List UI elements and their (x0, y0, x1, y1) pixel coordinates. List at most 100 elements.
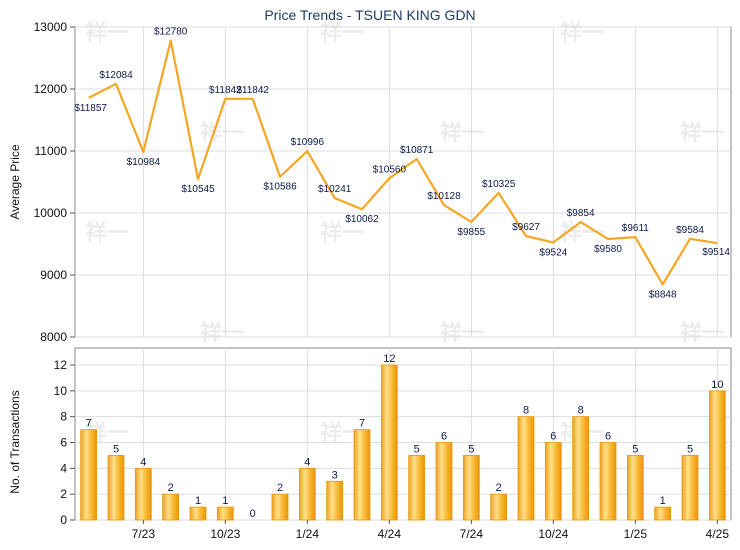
transactions-data-label: 1 (222, 495, 228, 507)
price-y-tick-label: 12000 (34, 82, 68, 96)
transactions-data-label: 6 (605, 431, 611, 443)
price-y-tick-label: 11000 (35, 144, 68, 158)
transactions-data-label: 6 (441, 431, 447, 443)
price-data-label: $11842 (209, 85, 242, 96)
transactions-data-label: 5 (113, 443, 119, 455)
transactions-bar (517, 416, 535, 521)
price-data-label: $11842 (236, 85, 269, 96)
transactions-data-label: 6 (550, 431, 556, 443)
price-panel-frame (74, 26, 732, 338)
price-data-labels: $11857 $12084 $10984 $12780 $10545 $11842$118… (74, 27, 730, 301)
price-data-label: $9524 (539, 248, 567, 259)
transactions-bar (572, 416, 590, 521)
watermark-text: 祥一 (560, 20, 604, 46)
transactions-data-label: 3 (332, 469, 338, 481)
transactions-y-axis-label: No. of Transactions (8, 390, 22, 493)
price-data-label: $10871 (400, 145, 434, 156)
transactions-y-tick-label: 12 (54, 358, 68, 372)
price-data-label: $10128 (427, 191, 461, 202)
price-line-layer (88, 39, 718, 286)
transactions-y-tick-label: 2 (60, 487, 67, 501)
price-data-label: $12084 (99, 70, 133, 81)
transactions-bar (654, 506, 672, 521)
price-data-label: $10325 (482, 179, 516, 190)
transactions-data-label: 8 (578, 405, 584, 417)
transactions-data-label: 5 (414, 443, 420, 455)
transactions-bar (544, 442, 562, 521)
transactions-y-tick-label: 8 (60, 410, 67, 424)
transactions-y-axis: 0 2 4 6 8 10 12 (54, 358, 75, 527)
transactions-data-label: 8 (523, 405, 529, 417)
price-y-tick-label: 9000 (40, 268, 67, 282)
watermark-text: 祥一 (680, 320, 724, 346)
transactions-data-label: 7 (359, 418, 365, 430)
transactions-data-label: 10 (711, 379, 723, 391)
transactions-bar (189, 506, 207, 521)
price-data-label: $9514 (702, 247, 730, 258)
price-y-tick-label: 10000 (34, 206, 68, 220)
transactions-y-tick-label: 0 (60, 513, 67, 527)
x-axis-tick-label: 1/25 (624, 527, 648, 541)
price-y-tick-label: 8000 (40, 330, 67, 344)
price-data-label: $9627 (512, 222, 540, 233)
transactions-bar (435, 442, 453, 521)
watermark-text: 祥一 (200, 120, 244, 146)
price-data-label: $8848 (649, 289, 677, 300)
transactions-bar (80, 429, 98, 521)
price-data-label: $10984 (127, 157, 161, 168)
transactions-data-label: 1 (660, 495, 666, 507)
x-axis-tick-label: 7/23 (132, 527, 156, 541)
transactions-bar (326, 480, 344, 521)
transactions-y-tick-label: 6 (60, 436, 67, 450)
price-data-label: $9611 (622, 223, 650, 234)
transactions-data-label: 2 (496, 482, 502, 494)
x-axis-tick-label: 7/24 (460, 527, 484, 541)
transactions-bar (681, 455, 699, 521)
transactions-y-tick-label: 10 (54, 384, 68, 398)
price-gridlines (75, 26, 731, 338)
price-data-label: $10545 (181, 184, 215, 195)
price-data-label: $9854 (567, 208, 595, 219)
x-axis-tick-label: 1/24 (296, 527, 320, 541)
x-axis-tick-label: 4/24 (378, 527, 402, 541)
x-axis-tick-label: 10/23 (210, 527, 240, 541)
watermark-text: 祥一 (440, 120, 484, 146)
transactions-bar (626, 455, 644, 521)
transactions-bar (490, 493, 508, 521)
price-data-label: $9584 (676, 225, 704, 236)
transactions-bar (599, 442, 617, 521)
transactions-bar (708, 390, 726, 521)
transactions-bar (107, 455, 125, 521)
transactions-bar (353, 429, 371, 521)
watermark-text: 祥一 (440, 320, 484, 346)
price-y-axis-label: Average Price (8, 144, 22, 219)
x-axis-tick-label: 4/25 (706, 527, 730, 541)
watermark-text: 祥一 (200, 320, 244, 346)
transactions-y-tick-label: 4 (60, 461, 67, 475)
price-data-label: $10241 (318, 184, 352, 195)
transactions-data-label: 5 (468, 443, 474, 455)
transactions-data-label: 0 (250, 508, 256, 520)
price-data-label: $10996 (291, 137, 325, 148)
transactions-bar (298, 467, 316, 521)
transactions-bar (162, 493, 180, 521)
transactions-data-label: 5 (687, 443, 693, 455)
price-data-label: $9855 (457, 227, 485, 238)
price-series-line (88, 39, 718, 286)
transactions-data-label: 5 (632, 443, 638, 455)
watermark-text: 祥一 (680, 120, 724, 146)
transactions-data-label: 1 (195, 495, 201, 507)
price-data-label: $10062 (345, 214, 379, 225)
transactions-bar (408, 455, 426, 521)
x-axis-tick-label: 10/24 (538, 527, 568, 541)
price-y-tick-label: 13000 (34, 20, 68, 34)
transactions-data-label: 12 (383, 353, 395, 365)
price-data-label: $10586 (263, 182, 297, 193)
price-data-label: $10560 (373, 164, 407, 175)
transactions-bar (380, 364, 398, 521)
transactions-bar (134, 467, 152, 521)
transactions-data-label: 2 (277, 482, 283, 494)
x-axis-tick-labels: 7/23 10/23 1/24 4/24 7/24 10/24 1/25 4/25 (132, 520, 730, 541)
